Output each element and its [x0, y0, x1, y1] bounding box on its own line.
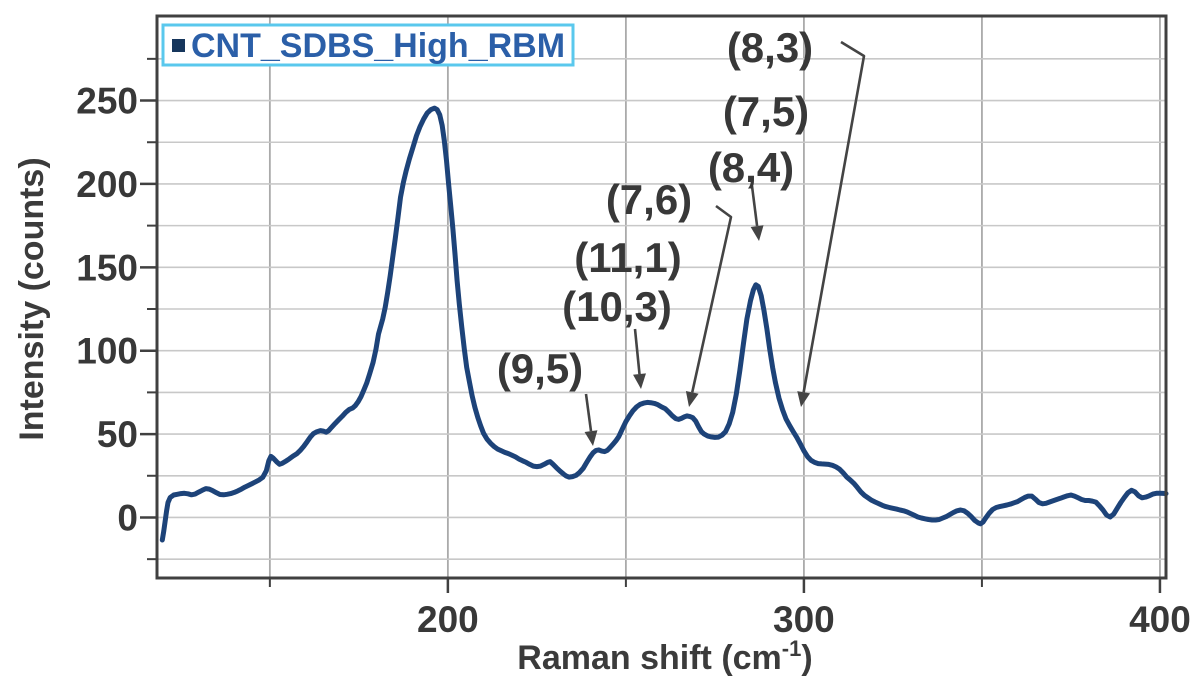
annotation-leader-line: [690, 204, 733, 393]
spectrum-curve-group: [159, 105, 1169, 543]
annotation-leader-line: [584, 393, 593, 432]
x-axis-title-main: Raman shift (cm: [517, 639, 782, 677]
x-tick-label: 400: [1129, 599, 1191, 640]
y-tick-label: 0: [117, 497, 138, 538]
legend: CNT_SDBS_High_RBM: [161, 23, 575, 67]
y-tick-label: 50: [97, 414, 138, 455]
annotation-label: (7,6): [606, 176, 692, 223]
annotation-label: (7,5): [723, 88, 809, 135]
legend-series-label: CNT_SDBS_High_RBM: [191, 27, 565, 65]
axis-ticks: [140, 57, 1162, 593]
legend-marker-icon: [172, 39, 185, 52]
annotation-label: (9,5): [497, 345, 583, 392]
spectrum-curve: [159, 105, 1169, 543]
y-tick-label: 100: [76, 331, 138, 372]
y-tick-label: 150: [76, 247, 138, 288]
x-tick-label: 300: [773, 599, 835, 640]
annotation-arrowhead-icon: [685, 390, 699, 407]
legend-box: [161, 23, 575, 67]
plot-frame: [155, 14, 1168, 580]
annotation-leader-line: [750, 185, 759, 227]
annotation-label: (11,1): [574, 234, 681, 281]
x-tick-label: 200: [417, 599, 479, 640]
y-tick-label: 200: [76, 164, 138, 205]
annotation-arrowhead-icon: [750, 225, 764, 241]
y-axis-title: Intensity (counts): [13, 157, 51, 440]
y-tick-label: 250: [76, 81, 138, 122]
gridlines: [157, 16, 1166, 578]
annotation-leader-line: [802, 40, 866, 393]
x-axis-title-superscript: -1: [782, 636, 802, 661]
x-axis-title: Raman shift (cm-1): [517, 636, 812, 677]
annotation-label: (8,4): [708, 144, 794, 191]
annotation-label: (8,3): [727, 24, 813, 71]
peak-annotations: (9,5) (10,3)(11,1) (7,6) (8,4) (7,5) (8,3): [497, 24, 866, 446]
annotation-label: (10,3): [562, 283, 672, 330]
annotation-arrowhead-icon: [584, 430, 598, 446]
annotation-leader-line: [633, 328, 641, 375]
annotation-arrowhead-icon: [797, 391, 811, 407]
x-axis-title-close: ): [801, 639, 812, 677]
axis-tick-labels: 200 300 400 0 50 100 150 200 250: [76, 81, 1191, 640]
annotation-arrowhead-icon: [633, 373, 646, 389]
